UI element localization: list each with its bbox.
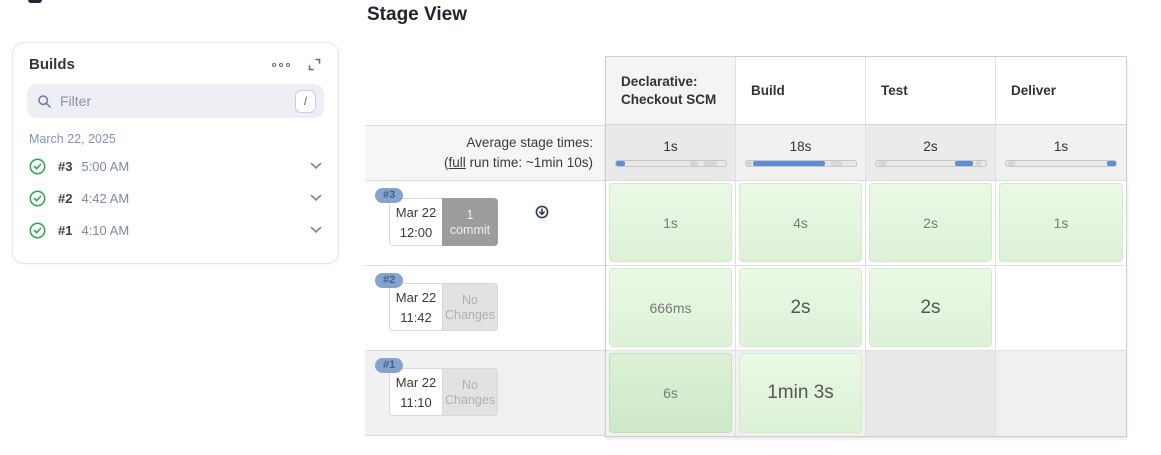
build-card[interactable]: Mar 22 11:10 No Changes (389, 368, 498, 416)
average-cell: 18s (736, 125, 866, 181)
filter-field[interactable]: / (27, 84, 324, 118)
run-row-header: #2 Mar 22 11:42 No Changes (365, 266, 605, 351)
date-group-label: March 22, 2025 (29, 132, 116, 146)
stage-result-cell[interactable]: 2s (739, 268, 862, 347)
shortcut-key-badge: / (295, 89, 316, 113)
run-row: 666ms 2s 2s (606, 266, 1126, 351)
stage-result-cell[interactable]: 1s (609, 183, 732, 262)
three-dots-menu-icon[interactable] (269, 60, 293, 70)
filter-input[interactable] (60, 93, 295, 109)
full-run-time-link[interactable]: full (448, 155, 466, 170)
build-card[interactable]: Mar 22 12:00 1 commit (389, 198, 498, 246)
build-start-time: 4:10 AM (81, 222, 130, 238)
average-cell: 1s (996, 125, 1126, 181)
stage-column-header: Build (736, 57, 866, 125)
stage-result-cell[interactable]: 666ms (609, 268, 732, 347)
run-row-header: #1 Mar 22 11:10 No Changes (365, 351, 605, 436)
empty-stage-cell (866, 351, 996, 436)
stage-header-row: Declarative: Checkout SCM Build Test Del… (606, 57, 1126, 125)
check-circle-icon (29, 190, 46, 207)
build-number: #3 (58, 158, 73, 174)
build-start-time: 4:42 AM (81, 190, 130, 206)
build-card[interactable]: Mar 22 11:42 No Changes (389, 283, 498, 331)
chevron-down-icon[interactable] (310, 194, 322, 202)
changes-box: No Changes (442, 368, 498, 416)
chevron-down-icon[interactable] (310, 226, 322, 234)
build-start-time: 5:00 AM (81, 158, 130, 174)
run-date: Mar 22 (395, 289, 437, 305)
run-header-column: Average stage times: (full run time: ~1m… (365, 56, 605, 437)
run-time: 11:42 (400, 309, 432, 325)
build-list-item[interactable]: #2 4:42 AM (13, 182, 338, 214)
changes-box: No Changes (442, 283, 498, 331)
stage-result-cell[interactable]: 2s (869, 183, 992, 262)
empty-stage-cell (996, 266, 1126, 350)
build-number-badge[interactable]: #1 (375, 358, 404, 373)
check-circle-icon (29, 222, 46, 239)
build-list-item[interactable]: #1 4:10 AM (13, 214, 338, 246)
chevron-down-icon[interactable] (310, 162, 322, 170)
stage-time-bar (874, 159, 987, 167)
stage-column-header: Deliver (996, 57, 1126, 125)
logo-fragment (28, 0, 42, 3)
build-number: #2 (58, 190, 73, 206)
search-icon (37, 94, 52, 109)
stage-result-cell[interactable]: 6s (609, 353, 732, 433)
builds-panel: Builds / March 22, 2025 #3 5:00 AM (12, 42, 339, 264)
changes-box[interactable]: 1 commit (442, 198, 498, 246)
stage-time-bar (1005, 159, 1117, 167)
stage-time-bar (614, 159, 727, 167)
build-number-badge[interactable]: #3 (375, 188, 404, 203)
run-row-header: #3 Mar 22 12:00 1 commit (365, 181, 605, 266)
run-row: 1s 4s 2s 1s (606, 181, 1126, 266)
average-times-row: 1s 18s 2s 1s (606, 125, 1126, 181)
average-cell: 2s (866, 125, 996, 181)
run-date: Mar 22 (395, 204, 437, 220)
page-title: Stage View (367, 4, 467, 25)
circle-arrow-icon[interactable] (535, 205, 549, 219)
build-number-badge[interactable]: #2 (375, 273, 404, 288)
stage-result-cell[interactable]: 4s (739, 183, 862, 262)
stage-result-cell[interactable]: 1min 3s (739, 353, 862, 433)
average-stage-times-label: Average stage times: (full run time: ~1m… (365, 125, 605, 181)
empty-stage-cell (996, 351, 1126, 436)
builds-panel-title: Builds (29, 56, 75, 73)
run-time: 11:10 (400, 394, 432, 410)
expand-icon[interactable] (307, 57, 322, 72)
stage-grid: Declarative: Checkout SCM Build Test Del… (605, 56, 1127, 437)
stage-column-header: Test (866, 57, 996, 125)
run-time: 12:00 (399, 224, 433, 240)
build-list-item[interactable]: #3 5:00 AM (13, 150, 338, 182)
run-date: Mar 22 (395, 374, 437, 390)
stage-result-cell[interactable]: 2s (869, 268, 992, 347)
stage-time-bar (744, 159, 857, 167)
check-circle-icon (29, 158, 46, 175)
run-row: 6s 1min 3s (606, 351, 1126, 436)
stage-column-header: Declarative: Checkout SCM (606, 57, 736, 125)
average-cell: 1s (606, 125, 736, 181)
stage-result-cell[interactable]: 1s (999, 183, 1123, 262)
build-number: #1 (58, 222, 73, 238)
